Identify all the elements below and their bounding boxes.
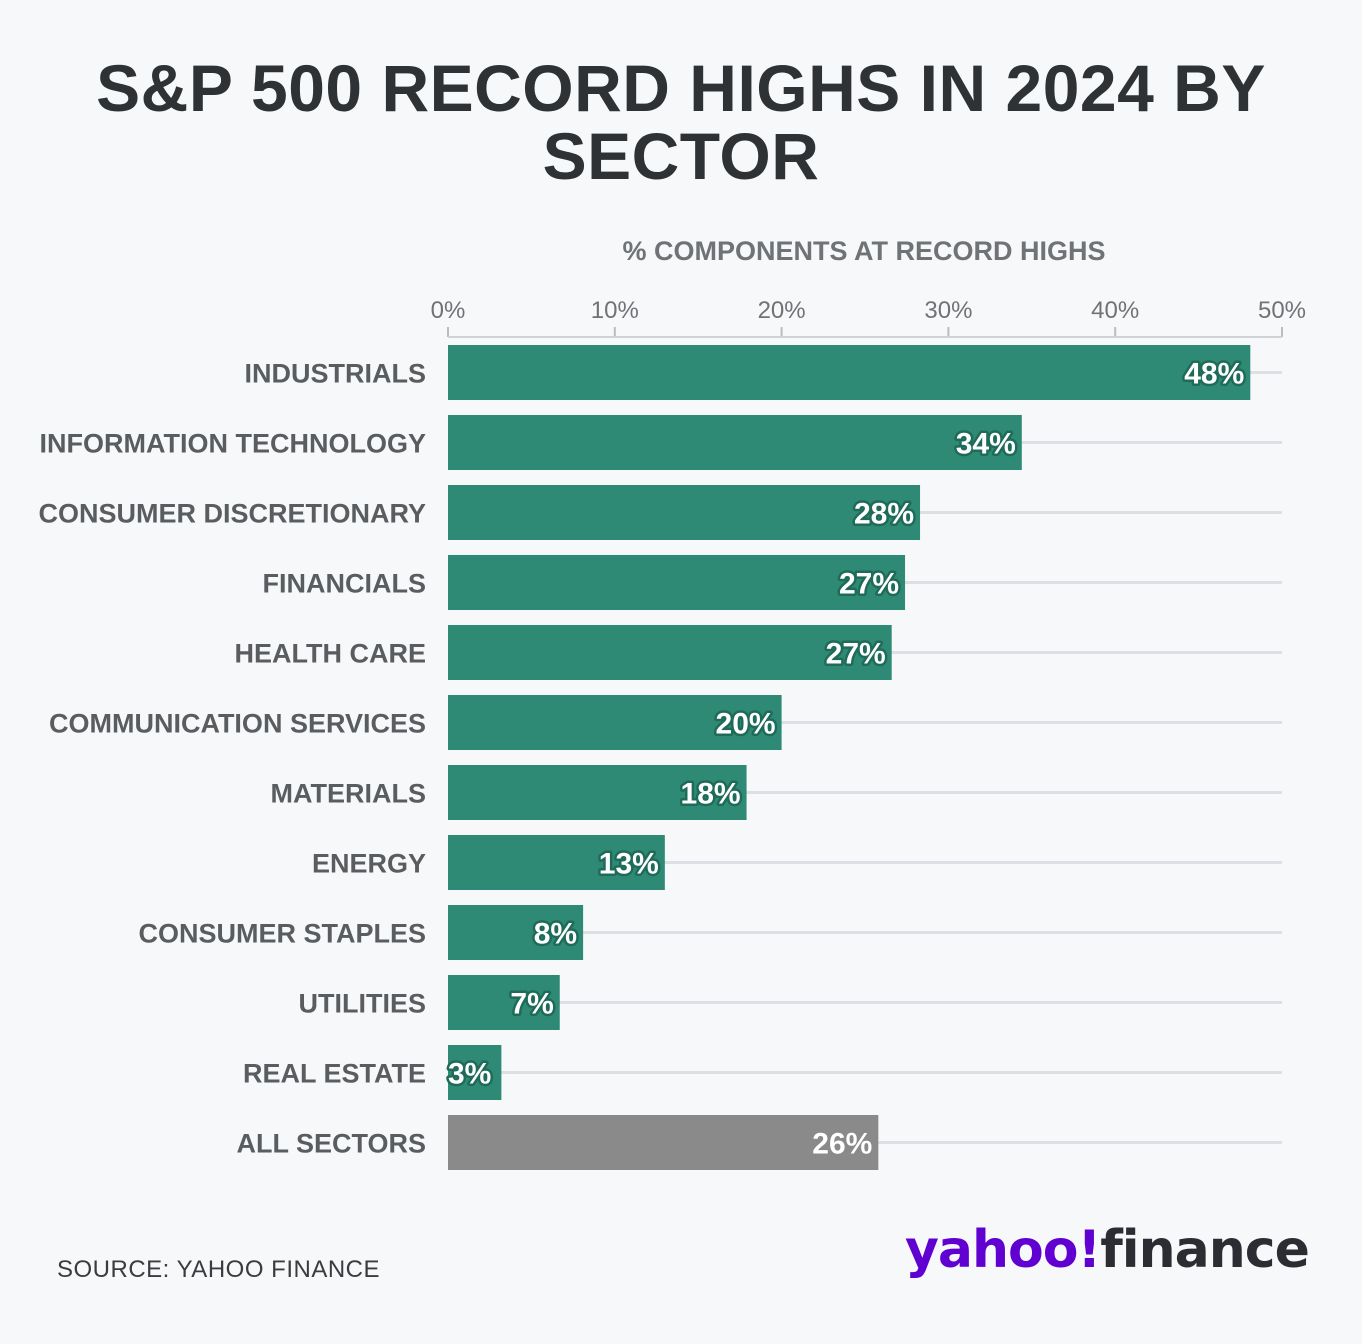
category-label: HEALTH CARE [235,639,427,669]
logo-mark: ! [1077,1220,1101,1280]
category-label: UTILITIES [299,989,427,1019]
x-tick-label: 0% [431,297,466,324]
category-label: INFORMATION TECHNOLOGY [40,429,426,459]
category-label: INDUSTRIALS [245,359,427,389]
x-tick-label: 30% [924,297,972,324]
bar-financials [448,555,906,610]
value-label: 20% [716,708,776,741]
category-label: CONSUMER DISCRETIONARY [38,499,426,529]
category-label: ENERGY [312,849,426,879]
x-tick-label: 40% [1091,297,1139,324]
bar-energy [448,835,665,890]
value-label: 13% [599,848,659,881]
x-tick-label: 20% [758,297,806,324]
bar-utilities [448,975,560,1030]
value-label: 27% [826,638,886,671]
x-tick-label: 10% [591,297,639,324]
chart-title: S&P 500 RECORD HIGHS IN 2024 BY SECTOR [96,51,1266,193]
source-note: SOURCE: YAHOO FINANCE [57,1256,380,1283]
value-label: 7% [510,988,553,1021]
value-label: 8% [534,918,577,951]
bar-consumer-staples [448,905,584,960]
bar-materials [448,765,747,820]
x-axis-label: % COMPONENTS AT RECORD HIGHS [622,236,1105,266]
value-label: 3% [448,1058,491,1091]
bar-real-estate [448,1045,502,1100]
bar-industrials [448,345,1251,400]
logo-finance: finance [1100,1220,1310,1280]
bar-chart: % COMPONENTS AT RECORD HIGHS 0% 10% 20% 30%… [38,236,1306,1170]
category-label: REAL ESTATE [243,1059,426,1089]
category-label: COMMUNICATION SERVICES [49,709,426,739]
value-label: 26% [812,1128,872,1161]
bar-communication-services [448,695,782,750]
category-label: MATERIALS [271,779,427,809]
value-label: 34% [956,428,1016,461]
value-label: 48% [1184,358,1244,391]
category-label: FINANCIALS [263,569,427,599]
bar-health-care [448,625,892,680]
x-tick-label: 50% [1258,297,1306,324]
yahoo-finance-logo: yahoo!finance [905,1218,1310,1282]
value-label: 18% [681,778,741,811]
value-label: 28% [854,498,914,531]
category-label: ALL SECTORS [236,1129,426,1159]
bar-all-sectors [448,1115,879,1170]
logo-yahoo: yahoo [905,1220,1078,1280]
bar-consumer-discretionary [448,485,921,540]
value-label: 27% [839,568,899,601]
category-label: CONSUMER STAPLES [138,919,426,949]
bar-information-technology [448,415,1022,470]
